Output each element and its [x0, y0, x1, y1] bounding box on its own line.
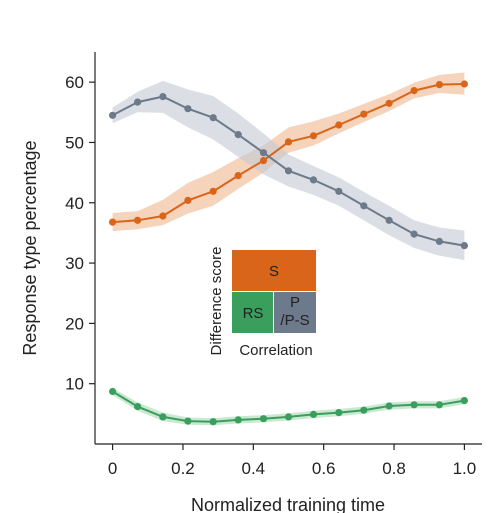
point-s: [159, 212, 167, 220]
x-tick-label: 1.0: [453, 459, 477, 478]
point-p-p-s: [134, 98, 142, 106]
point-s: [209, 187, 217, 195]
x-axis-title: Normalized training time: [191, 495, 385, 513]
x-tick-label: 0.6: [312, 459, 336, 478]
point-p-p-s: [335, 187, 343, 195]
point-rs: [109, 387, 117, 396]
x-tick-label: 0.4: [241, 459, 265, 478]
point-s: [259, 157, 268, 165]
point-s: [410, 87, 418, 95]
point-s: [184, 196, 192, 204]
y-ticks: 10 20 30 40 50 60: [65, 73, 95, 394]
point-rs: [360, 406, 368, 414]
point-s: [234, 172, 242, 180]
legend-label-rs: RS: [243, 305, 264, 322]
point-rs: [385, 402, 393, 410]
point-s: [385, 99, 393, 107]
y-tick-label: 40: [65, 194, 84, 213]
point-rs: [159, 413, 167, 421]
point-rs: [435, 401, 443, 409]
point-p-p-s: [360, 202, 368, 210]
point-s: [109, 218, 117, 226]
point-s: [134, 216, 142, 224]
y-tick-label: 30: [65, 254, 84, 273]
axes: 0 0.2 0.4 0.6 0.8 1.0 10 20 30 40 50 60: [65, 52, 482, 478]
x-ticks: 0 0.2 0.4 0.6 0.8 1.0: [108, 444, 476, 478]
point-p-p-s: [460, 242, 468, 250]
point-rs: [234, 416, 242, 424]
point-rs: [284, 413, 293, 421]
point-s: [335, 121, 343, 129]
point-p-p-s: [309, 176, 318, 184]
legend-label-p-line2: /P-S: [280, 312, 309, 329]
legend-cell-rs: [232, 292, 273, 333]
point-s: [284, 138, 293, 146]
point-s: [309, 132, 318, 140]
point-rs: [259, 415, 268, 423]
point-p-p-s: [284, 167, 293, 175]
point-p-p-s: [234, 131, 242, 139]
band-s: [112, 72, 465, 232]
legend-x-title: Correlation: [239, 342, 312, 359]
legend-label-s: S: [269, 263, 279, 280]
legend-label-p-line1: P: [290, 294, 300, 311]
point-rs: [134, 403, 142, 411]
legend-y-title: Difference score: [208, 247, 225, 356]
point-s: [435, 81, 443, 89]
point-p-p-s: [209, 114, 217, 122]
x-tick-label: 0: [108, 459, 117, 478]
y-tick-label: 50: [65, 133, 84, 152]
y-tick-label: 20: [65, 314, 84, 333]
point-s: [460, 80, 468, 88]
point-p-p-s: [435, 237, 443, 245]
point-s: [360, 110, 368, 118]
y-tick-label: 60: [65, 73, 84, 92]
legend-cell-p: [274, 292, 316, 333]
series-points: [109, 80, 468, 426]
point-p-p-s: [410, 230, 418, 238]
point-rs: [309, 410, 318, 418]
point-p-p-s: [259, 149, 268, 157]
point-p-p-s: [159, 93, 167, 101]
point-rs: [335, 409, 343, 417]
confidence-bands: [112, 72, 465, 426]
point-rs: [209, 418, 217, 426]
legend-inset: S RS P /P-S Difference score Correlation: [208, 247, 316, 359]
point-p-p-s: [109, 111, 117, 119]
legend-cell-s: [232, 250, 316, 291]
point-p-p-s: [385, 216, 393, 224]
y-axis-title: Response type percentage: [20, 140, 40, 355]
point-p-p-s: [184, 105, 192, 113]
point-rs: [460, 397, 468, 405]
x-tick-label: 0.2: [171, 459, 195, 478]
point-rs: [184, 417, 192, 425]
x-tick-label: 0.8: [382, 459, 406, 478]
y-tick-label: 10: [65, 375, 84, 394]
point-rs: [410, 401, 418, 409]
